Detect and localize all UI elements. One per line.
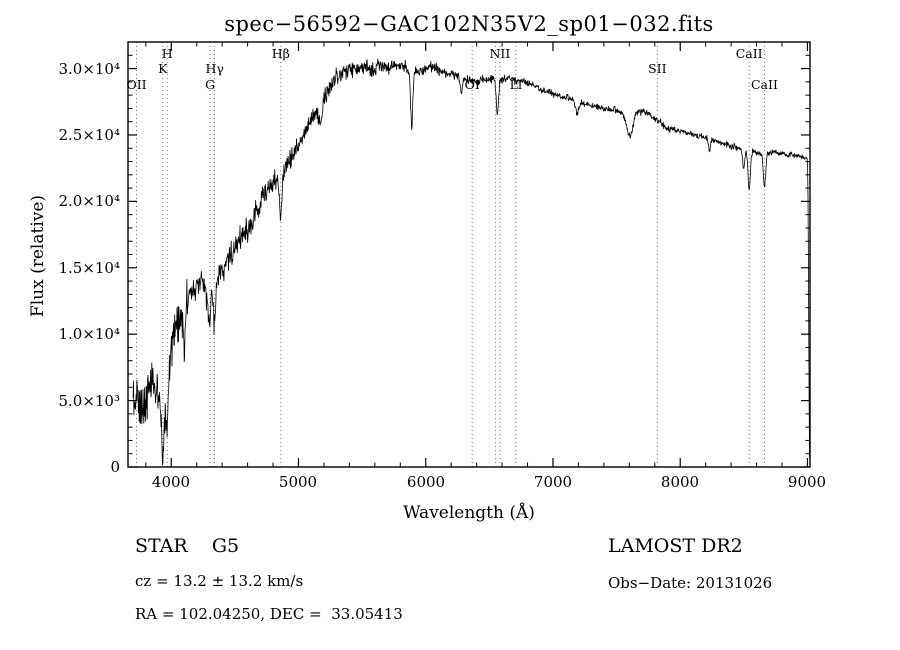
- x-axis-label: Wavelength (Å): [403, 503, 535, 523]
- spectral-line-label-SII: SII: [648, 61, 667, 76]
- y-tick-label: 1.0×10⁴: [58, 325, 120, 343]
- x-tick-label: 6000: [406, 473, 446, 491]
- spectral-line-label-K: K: [158, 61, 168, 76]
- x-tick-label: 9000: [787, 473, 827, 491]
- spectral-line-label-G: G: [205, 77, 216, 92]
- x-tick-label: 8000: [660, 473, 700, 491]
- figure-title: spec−56592−GAC102N35V2_sp01−032.fits: [224, 12, 714, 36]
- spectral-line-label-OI: OI: [464, 77, 480, 92]
- y-tick-label: 2.0×10⁴: [58, 192, 120, 210]
- spectral-line-label-Hβ: Hβ: [271, 46, 290, 61]
- spectral-line-label-OII: OII: [126, 77, 147, 92]
- spectral-line-label-Hγ: Hγ: [205, 61, 224, 76]
- obs-date-text: Obs−Date: 20131026: [608, 574, 773, 592]
- spectral-line-label-CaII: CaII: [735, 46, 763, 61]
- spectral-line-label-H: H: [161, 46, 173, 61]
- x-tick-label: 5000: [278, 473, 318, 491]
- y-tick-label: 1.5×10⁴: [58, 259, 120, 277]
- radec-text: RA = 102.04250, DEC = 33.05413: [135, 605, 403, 623]
- y-tick-label: 3.0×10⁴: [58, 60, 120, 78]
- x-tick-label: 7000: [533, 473, 573, 491]
- spectrum-trace: [132, 58, 810, 466]
- survey-text: LAMOST DR2: [608, 535, 743, 557]
- cz-text: cz = 13.2 ± 13.2 km/s: [135, 572, 304, 590]
- plot-frame: [127, 41, 811, 468]
- spectral-line-label-NII: NII: [489, 46, 511, 61]
- spectral-line-label-Li: Li: [509, 77, 522, 92]
- y-tick-label: 2.5×10⁴: [58, 126, 120, 144]
- object-class-text: STAR G5: [135, 535, 240, 557]
- x-tick-label: 4000: [151, 473, 191, 491]
- y-tick-label: 5.0×10³: [58, 392, 120, 410]
- y-tick-label: 0: [110, 458, 120, 476]
- spectral-line-label-CaII: CaII: [750, 77, 778, 92]
